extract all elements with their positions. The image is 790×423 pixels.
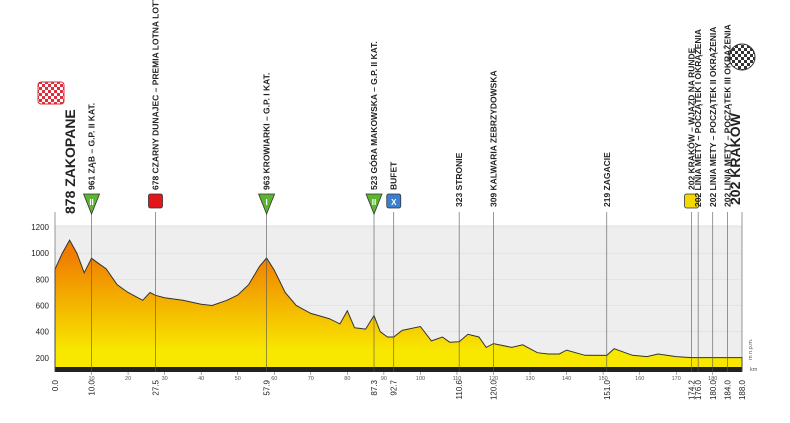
marker-label: X [391, 198, 397, 207]
marker-label: II [89, 198, 93, 207]
y-tick-label: 400 [36, 328, 50, 337]
x-tick-label: 188.0 [738, 379, 747, 400]
start-label: 878 ZAKOPANE [62, 109, 78, 214]
annotation-label: 202 LINIA METY – POCZĄTEK II OKRĄŻENIA [708, 27, 718, 207]
x-tick-label: 110.6 [455, 379, 464, 399]
marker-icon [684, 193, 699, 209]
finish-label: 202 KRAKÓW [726, 112, 743, 205]
minor-tick-label: 160 [635, 376, 644, 382]
x-tick-label: 176.0 [694, 379, 703, 400]
marker-label: II [372, 198, 376, 207]
minor-tick-label: 30 [162, 376, 168, 382]
annotation-label: 961 ZĄB – G.P. II KAT. [87, 103, 97, 190]
minor-tick-label: 170 [672, 376, 681, 382]
y-tick-label: 1200 [31, 223, 49, 232]
minor-tick-label: 130 [525, 376, 534, 382]
x-tick-label: 10.0 [88, 379, 97, 395]
profile-area [54, 239, 743, 372]
finish-icon [728, 43, 756, 71]
x-tick-label: 87.3 [370, 379, 379, 395]
y-tick-label: 200 [36, 354, 50, 363]
minor-tick-label: 90 [381, 376, 387, 382]
marker-icon [148, 193, 163, 209]
x-tick-label: 0.0 [51, 379, 60, 391]
annotation-label: 202 LINIA METY – POCZĄTEK I OKRĄŻENIA [693, 29, 703, 207]
minor-tick-label: 120 [489, 376, 498, 382]
annotation-label: 202 LINIA METY – POCZĄTEK III OKRĄŻENIA [722, 24, 732, 207]
y-unit: m n.p.m. [748, 338, 754, 360]
y-tick-label: 1000 [31, 249, 49, 258]
x-tick-label: 174.2 [688, 379, 697, 400]
minor-tick-label: 150 [599, 376, 608, 382]
marker-icon [82, 193, 101, 216]
annotation-label: 309 KALWARIA ZEBRZYDOWSKA [489, 70, 499, 207]
x-tick-label: 151.0 [603, 379, 612, 400]
minor-tick-label: 50 [235, 376, 241, 382]
annotation-label: BUFET [389, 161, 399, 190]
minor-tick-label: 10 [88, 376, 94, 382]
minor-tick-label: 110 [453, 376, 462, 382]
minor-tick-label: 80 [344, 376, 350, 382]
x-tick-label: 57.9 [263, 379, 272, 395]
x-unit: km [750, 367, 758, 373]
annotation-label: 678 CZARNY DUNAJEC – PREMIA LOTNA LOTTO [150, 0, 160, 190]
x-tick-label: 92.7 [390, 379, 399, 395]
marker-icon [257, 193, 276, 216]
marker-label: I [265, 198, 267, 207]
marker-icon [365, 193, 383, 216]
marker-icon [386, 193, 402, 209]
x-tick-label: 120.0 [490, 379, 499, 400]
start-flag-icon [37, 81, 65, 105]
minor-tick-label: 20 [125, 376, 131, 382]
annotation-label: 323 STRONIE [454, 152, 464, 207]
x-tick-label: 180.0 [709, 379, 718, 400]
annotation-label: 523 GÓRA MAKOWSKA – G.P. II KAT. [368, 41, 379, 190]
minor-tick-label: 60 [271, 376, 277, 382]
annotation-label: 219 ZAGACIE [602, 152, 612, 207]
annotation-label: 963 KROWIARKI – G.P. I KAT. [262, 73, 272, 190]
minor-tick-label: 100 [416, 376, 425, 382]
minor-tick-label: 140 [562, 376, 571, 382]
minor-tick-label: 40 [198, 376, 204, 382]
y-tick-label: 800 [36, 275, 50, 284]
x-tick-label: 184.0 [723, 379, 732, 400]
x-tick-label: 27.5 [151, 379, 160, 395]
annotation-label: 202 KRAKÓW – WJAZD NA RUNDĘ [686, 47, 697, 190]
baseline [55, 367, 742, 372]
minor-tick-label: 180 [708, 376, 717, 382]
y-tick-label: 600 [36, 302, 50, 311]
minor-tick-label: 70 [308, 376, 314, 382]
